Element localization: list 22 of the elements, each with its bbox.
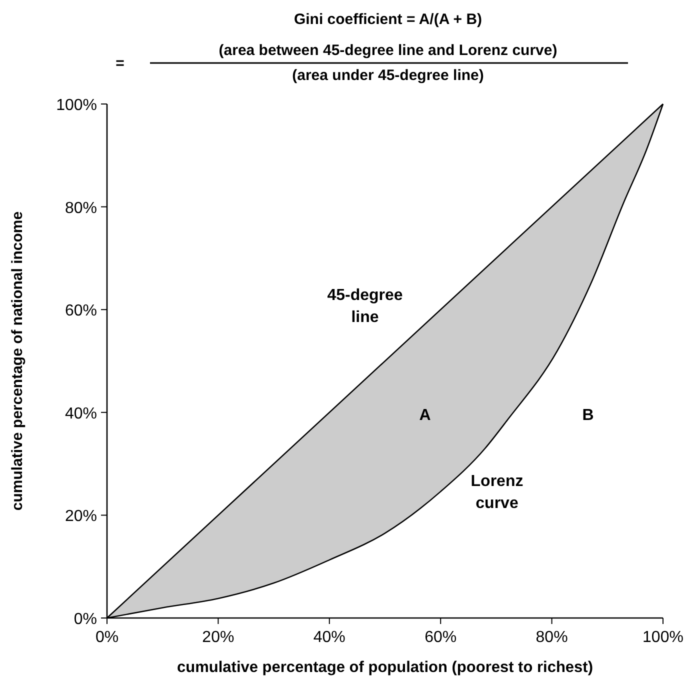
- x-tick-label: 80%: [536, 629, 568, 646]
- y-tick-label: 0%: [74, 611, 97, 628]
- x-tick-label: 100%: [642, 629, 684, 646]
- y-tick-label: 100%: [56, 97, 97, 114]
- text: (area between 45-degree line and Lorenz curve): [218, 42, 558, 59]
- x-tick-label: 20%: [202, 629, 234, 646]
- y-tick-label: 20%: [64, 508, 97, 526]
- text: (area under 45-degree line): [292, 67, 484, 84]
- annotation: Lorenz curve: [470, 473, 524, 512]
- y-tick-label: 60%: [64, 302, 97, 320]
- x-axis-title: cumulative percentage of population (poorest to richest): [177, 659, 593, 676]
- x-tick-label: 0%: [95, 629, 119, 646]
- annotation: B: [582, 407, 594, 424]
- x-tick-label: 60%: [424, 629, 457, 646]
- y-tick-label: 40%: [64, 405, 97, 422]
- y-tick-label: 80%: [64, 200, 97, 217]
- y-axis-title: cumulative percentage of national income: [9, 211, 26, 511]
- annotation: 45-degree line: [327, 287, 403, 326]
- x-tick-label: 40%: [313, 629, 346, 646]
- annotation: A: [419, 407, 432, 424]
- chart-title: Gini coefficient = A/(A + B): [294, 11, 482, 28]
- text: =: [116, 55, 125, 72]
